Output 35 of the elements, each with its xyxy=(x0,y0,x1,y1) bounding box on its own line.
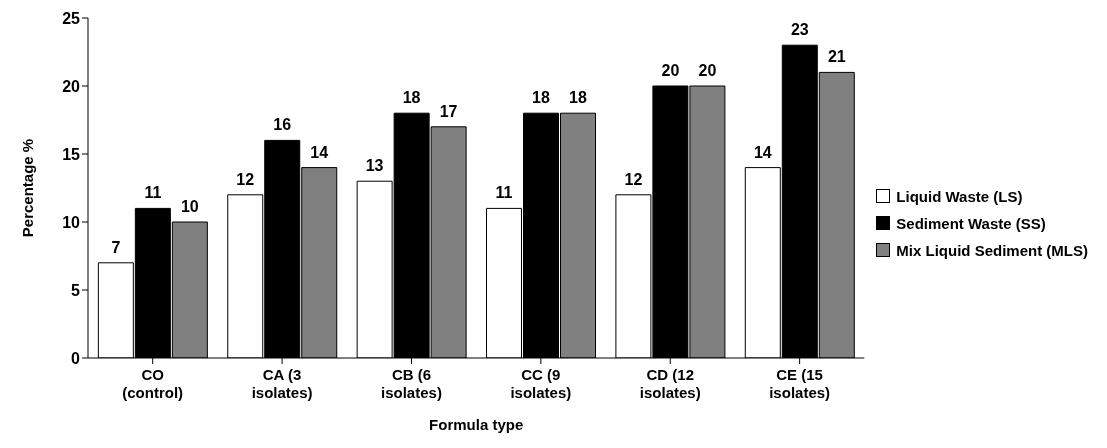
x-tick-label: CB (6 isolates) xyxy=(381,366,442,401)
y-tick-label: 20 xyxy=(62,77,81,95)
x-axis-title: Formula type xyxy=(429,416,524,433)
data-label: 10 xyxy=(180,198,199,215)
y-tick-label: 25 xyxy=(62,9,81,27)
data-label: 11 xyxy=(144,184,162,202)
data-label: 18 xyxy=(402,89,421,107)
data-label: 23 xyxy=(790,21,809,39)
data-label: 12 xyxy=(624,170,643,188)
data-label: 18 xyxy=(569,89,588,107)
data-label: 7 xyxy=(111,238,121,256)
data-label: 16 xyxy=(273,116,292,134)
legend-label: Mix Liquid Sediment (MLS) xyxy=(896,241,1088,259)
legend-label: Liquid Waste (LS) xyxy=(896,187,1023,205)
data-label: 14 xyxy=(753,143,772,161)
legend-label: Sediment Waste (SS) xyxy=(896,214,1046,232)
x-tick-label: CO (control) xyxy=(122,366,184,401)
y-tick-label: 0 xyxy=(71,349,81,367)
data-label: 20 xyxy=(698,62,717,79)
data-label: 14 xyxy=(310,143,329,161)
y-tick-label: 5 xyxy=(71,281,81,299)
y-tick-label: 15 xyxy=(62,145,81,163)
x-tick-label: CC (9 isolates) xyxy=(510,366,572,401)
data-label: 13 xyxy=(365,157,384,175)
x-tick-label: CE (15 isolates) xyxy=(769,366,831,401)
y-axis-title: Percentage % xyxy=(19,138,37,238)
data-label: 20 xyxy=(661,62,680,79)
x-tick-label: CD (12 isolates) xyxy=(639,366,701,401)
data-label: 11 xyxy=(495,184,513,202)
data-label: 12 xyxy=(236,170,255,188)
data-label: 17 xyxy=(439,102,458,120)
y-tick-label: 10 xyxy=(62,213,81,231)
x-tick-label: CA (3 isolates) xyxy=(251,366,313,401)
data-label: 18 xyxy=(532,89,551,107)
data-label: 21 xyxy=(827,48,846,66)
